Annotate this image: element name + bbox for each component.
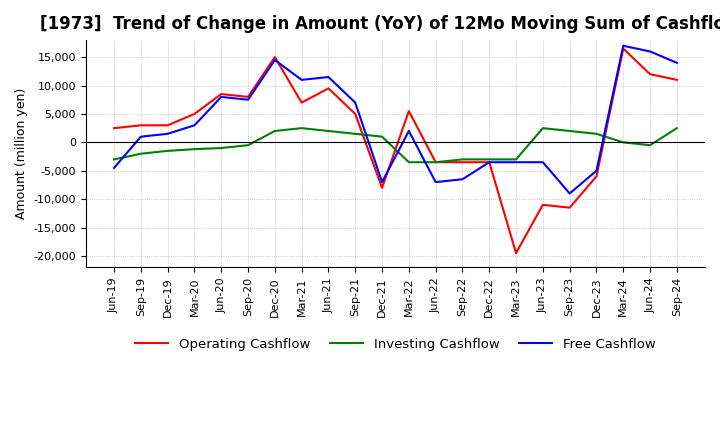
Investing Cashflow xyxy=(485,157,494,162)
Investing Cashflow xyxy=(592,131,600,136)
Free Cashflow xyxy=(619,43,628,48)
Free Cashflow xyxy=(109,165,118,171)
Operating Cashflow xyxy=(137,123,145,128)
Free Cashflow xyxy=(190,123,199,128)
Investing Cashflow xyxy=(244,143,253,148)
Operating Cashflow xyxy=(646,72,654,77)
Free Cashflow xyxy=(351,100,359,105)
Investing Cashflow xyxy=(512,157,521,162)
Investing Cashflow xyxy=(137,151,145,156)
Free Cashflow xyxy=(405,128,413,134)
Operating Cashflow xyxy=(539,202,547,208)
Free Cashflow xyxy=(539,160,547,165)
Investing Cashflow xyxy=(672,125,681,131)
Free Cashflow xyxy=(458,176,467,182)
Investing Cashflow xyxy=(351,131,359,136)
Title: [1973]  Trend of Change in Amount (YoY) of 12Mo Moving Sum of Cashflows: [1973] Trend of Change in Amount (YoY) o… xyxy=(40,15,720,33)
Operating Cashflow xyxy=(592,174,600,179)
Free Cashflow xyxy=(163,131,172,136)
Operating Cashflow xyxy=(512,250,521,256)
Operating Cashflow xyxy=(217,92,225,97)
Free Cashflow xyxy=(485,160,494,165)
Investing Cashflow xyxy=(539,125,547,131)
Investing Cashflow xyxy=(324,128,333,134)
Operating Cashflow xyxy=(378,185,387,191)
Free Cashflow xyxy=(378,180,387,185)
Investing Cashflow xyxy=(565,128,574,134)
Investing Cashflow xyxy=(431,160,440,165)
Y-axis label: Amount (million yen): Amount (million yen) xyxy=(15,88,28,219)
Operating Cashflow xyxy=(163,123,172,128)
Operating Cashflow xyxy=(485,160,494,165)
Free Cashflow xyxy=(244,97,253,103)
Operating Cashflow xyxy=(109,125,118,131)
Operating Cashflow xyxy=(431,160,440,165)
Investing Cashflow xyxy=(217,145,225,150)
Operating Cashflow xyxy=(271,55,279,60)
Investing Cashflow xyxy=(405,160,413,165)
Investing Cashflow xyxy=(190,147,199,152)
Free Cashflow xyxy=(431,180,440,185)
Line: Free Cashflow: Free Cashflow xyxy=(114,46,677,194)
Free Cashflow xyxy=(565,191,574,196)
Free Cashflow xyxy=(297,77,306,83)
Free Cashflow xyxy=(672,60,681,66)
Operating Cashflow xyxy=(297,100,306,105)
Investing Cashflow xyxy=(619,140,628,145)
Free Cashflow xyxy=(217,94,225,99)
Free Cashflow xyxy=(646,49,654,54)
Free Cashflow xyxy=(137,134,145,139)
Investing Cashflow xyxy=(297,125,306,131)
Line: Operating Cashflow: Operating Cashflow xyxy=(114,49,677,253)
Operating Cashflow xyxy=(324,86,333,91)
Investing Cashflow xyxy=(163,148,172,154)
Investing Cashflow xyxy=(646,143,654,148)
Operating Cashflow xyxy=(351,111,359,117)
Free Cashflow xyxy=(271,57,279,62)
Free Cashflow xyxy=(512,160,521,165)
Operating Cashflow xyxy=(672,77,681,83)
Legend: Operating Cashflow, Investing Cashflow, Free Cashflow: Operating Cashflow, Investing Cashflow, … xyxy=(130,333,661,356)
Operating Cashflow xyxy=(458,160,467,165)
Operating Cashflow xyxy=(244,94,253,99)
Investing Cashflow xyxy=(458,157,467,162)
Operating Cashflow xyxy=(619,46,628,51)
Operating Cashflow xyxy=(190,111,199,117)
Free Cashflow xyxy=(592,168,600,173)
Investing Cashflow xyxy=(378,134,387,139)
Investing Cashflow xyxy=(109,157,118,162)
Free Cashflow xyxy=(324,74,333,80)
Operating Cashflow xyxy=(405,109,413,114)
Line: Investing Cashflow: Investing Cashflow xyxy=(114,128,677,162)
Investing Cashflow xyxy=(271,128,279,134)
Operating Cashflow xyxy=(565,205,574,210)
